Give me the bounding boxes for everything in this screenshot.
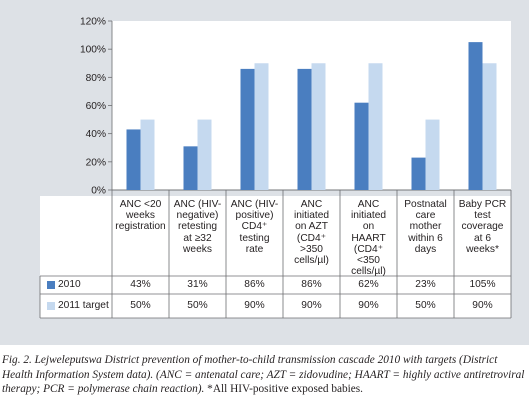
- category-label-line: Postnatal: [404, 199, 447, 210]
- bar-series-2: [197, 119, 212, 190]
- category-label-line: (CD4⁺: [296, 232, 327, 244]
- category-label-line: ANC <20: [119, 199, 162, 210]
- table-value: 50%: [130, 300, 151, 311]
- y-tick-label: 20%: [86, 157, 106, 168]
- category-label-line: test: [474, 210, 491, 222]
- table-value: 90%: [244, 300, 265, 311]
- bar-series-2: [254, 63, 269, 190]
- table-value: 86%: [244, 279, 265, 290]
- category-label-line: weeks*: [466, 243, 499, 255]
- category-label-line: within 6: [408, 232, 443, 244]
- category-label-line: weeks: [126, 210, 155, 222]
- legend-swatch: [47, 281, 55, 289]
- bar-series-2: [425, 119, 440, 190]
- category-label-line: care: [415, 210, 436, 222]
- bar-series-1: [354, 102, 369, 190]
- category-label: ANC initiated on HAART (CD4⁺ <350 cells/µl): [340, 196, 397, 276]
- bar-series-2: [311, 63, 326, 190]
- bars: [126, 42, 497, 190]
- y-axis: 0% 20% 40% 60% 80% 100% 120%: [80, 17, 511, 197]
- y-tick-label: 80%: [86, 73, 106, 84]
- category-label-line: initiated: [293, 210, 330, 222]
- bar-series-1: [468, 42, 483, 190]
- category-label-line: negative): [176, 210, 219, 222]
- category-label-line: ANC (HIV-: [230, 199, 279, 210]
- category-label-line: initiated: [350, 210, 387, 222]
- bar-series-1: [183, 146, 198, 190]
- y-tick-label: 100%: [80, 45, 106, 56]
- category-label-line: coverage: [461, 221, 504, 233]
- table-value: 90%: [358, 300, 379, 311]
- y-tick-label: 120%: [80, 17, 106, 28]
- category-label-line: cells/µl): [294, 255, 329, 267]
- category-label: Baby PCR test coverage at 6 weeks*: [454, 196, 511, 276]
- table-value: 62%: [358, 279, 379, 290]
- legend-label: 2011 target: [58, 300, 109, 311]
- category-label: ANC (HIV-positive) CD4⁺ testing rate: [226, 196, 283, 276]
- caption-main: Fig. 2. Lejweleputswa District preventio…: [2, 354, 525, 396]
- category-label-line: days: [414, 243, 437, 255]
- category-label-line: registration: [115, 221, 166, 233]
- category-label-line: weeks: [183, 243, 212, 255]
- y-tick-label: 0%: [91, 186, 106, 197]
- table-value: 50%: [187, 300, 208, 311]
- category-label-line: at ≥32: [183, 232, 212, 244]
- category-label: ANC initiated on AZT (CD4⁺ >350 cells/µl): [283, 196, 340, 276]
- category-label-line: testing: [239, 232, 270, 244]
- category-label-line: >350: [300, 243, 323, 255]
- category-label-line: ANC (HIV-: [173, 199, 222, 210]
- category-label: ANC <20 weeks registration: [112, 196, 169, 276]
- y-tick-label: 60%: [86, 101, 106, 112]
- category-label-line: on AZT: [295, 221, 328, 233]
- bar-series-2: [482, 63, 497, 190]
- table-value: 90%: [472, 300, 493, 311]
- category-label-line: at 6: [474, 232, 491, 244]
- table-value: 23%: [415, 279, 436, 290]
- category-label: Postnatal care mother within 6 days: [397, 196, 454, 276]
- bar-series-2: [368, 63, 383, 190]
- category-label-line: cells/µl): [351, 266, 386, 276]
- category-label-line: HAART: [351, 232, 386, 244]
- bar-series-1: [126, 129, 141, 190]
- category-label-line: CD4⁺: [241, 221, 268, 233]
- category-label-line: retesting: [177, 221, 218, 233]
- legend-label: 2010: [58, 279, 81, 290]
- category-label-line: Baby PCR: [458, 199, 507, 210]
- table-background: [40, 196, 511, 318]
- table-value: 43%: [130, 279, 151, 290]
- table-value: 31%: [187, 279, 208, 290]
- category-label-line: mother: [409, 221, 442, 233]
- bar-series-1: [240, 68, 255, 190]
- category-label-line: on: [362, 221, 375, 233]
- bar-series-1: [297, 68, 312, 190]
- bar-series-1: [411, 157, 426, 190]
- bar-series-2: [140, 119, 155, 190]
- category-label: ANC (HIV-negative) retesting at ≥32 weeks: [169, 196, 226, 276]
- bar-chart: 0% 20% 40% 60% 80% 100% 120%: [39, 17, 512, 319]
- caption-note: *All HIV-positive exposed babies.: [207, 383, 364, 396]
- table-value: 50%: [415, 300, 436, 311]
- category-label-line: positive): [235, 210, 274, 222]
- figure-caption: Fig. 2. Lejweleputswa District preventio…: [2, 353, 526, 397]
- table-value: 90%: [301, 300, 322, 311]
- category-label-line: (CD4⁺: [353, 243, 384, 255]
- category-label-line: ANC: [300, 199, 323, 210]
- category-label-line: <350: [357, 255, 380, 267]
- category-label-line: rate: [245, 243, 264, 255]
- legend-swatch: [47, 302, 55, 310]
- table-value: 86%: [301, 279, 322, 290]
- category-label-line: ANC: [357, 199, 380, 210]
- y-tick-label: 40%: [86, 129, 106, 140]
- table-value: 105%: [469, 279, 496, 290]
